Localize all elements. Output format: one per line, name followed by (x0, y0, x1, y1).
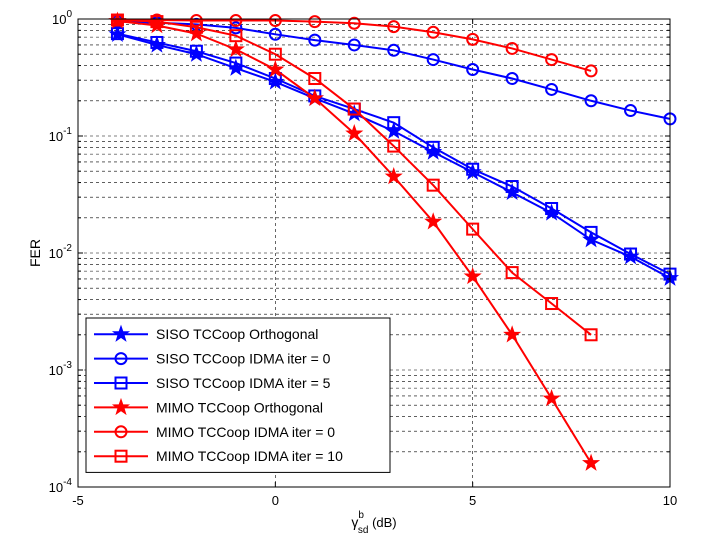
legend-label: MIMO TCCoop IDMA iter = 10 (156, 448, 343, 464)
legend-marker (111, 397, 131, 416)
data-point (229, 29, 243, 43)
data-point (584, 225, 598, 239)
data-point (189, 44, 203, 58)
data-point (505, 266, 519, 280)
x-tick-label: 0 (272, 493, 279, 508)
legend: SISO TCCoop Orthogonal SISO TCCoop IDMA i… (85, 317, 391, 473)
data-point (387, 43, 401, 57)
data-point (347, 102, 361, 116)
data-point (624, 247, 638, 261)
data-point (110, 13, 124, 27)
ticks: -5 0 5 10 100 10-1 10-2 10-3 10-4 (49, 9, 678, 508)
data-point (545, 202, 559, 216)
data-point (150, 15, 164, 29)
data-point (268, 47, 282, 61)
legend-marker (111, 324, 131, 342)
data-point (426, 53, 440, 67)
data-point (426, 25, 440, 39)
legend-entry: SISO TCCoop Orthogonal (94, 324, 318, 342)
legend-entry: MIMO TCCoop IDMA iter = 10 (94, 448, 343, 464)
data-point (545, 297, 559, 311)
x-tick-label: 10 (663, 493, 677, 508)
legend-marker (114, 352, 128, 366)
data-point (505, 180, 519, 194)
data-point (347, 38, 361, 52)
data-point (229, 14, 243, 28)
legend-entry: MIMO TCCoop Orthogonal (94, 397, 323, 416)
data-point (582, 453, 601, 471)
data-point (305, 88, 324, 107)
data-point (426, 178, 440, 192)
legend-label: SISO TCCoop IDMA iter = 0 (156, 351, 331, 367)
y-axis-label: FER (27, 239, 43, 267)
y-tick-label: 10-1 (49, 126, 73, 144)
data-point (545, 82, 559, 96)
legend-marker (114, 425, 128, 439)
data-point (268, 14, 282, 28)
data-point (505, 41, 519, 55)
data-point (387, 20, 401, 34)
data-point (308, 72, 322, 86)
data-point (584, 64, 598, 78)
data-point (545, 53, 559, 67)
axis-labels: γb sd (dB) FER (27, 239, 397, 536)
legend-label: SISO TCCoop Orthogonal (156, 326, 318, 342)
data-point (387, 139, 401, 153)
series-4 (110, 13, 598, 78)
y-tick-label: 10-2 (49, 243, 73, 261)
series-line (117, 19, 592, 336)
x-tick-label: 5 (469, 493, 476, 508)
data-point (150, 35, 164, 49)
data-point (347, 16, 361, 30)
y-tick-label: 10-4 (49, 477, 73, 495)
x-tick-label: -5 (72, 493, 84, 508)
data-point (542, 389, 561, 407)
series-line (117, 32, 671, 276)
data-point (266, 59, 285, 78)
data-point (463, 266, 482, 285)
data-point (503, 325, 522, 343)
data-point (466, 63, 480, 77)
data-point (505, 72, 519, 86)
series-layer (108, 11, 680, 471)
data-point (268, 27, 282, 41)
legend-label: SISO TCCoop IDMA iter = 5 (156, 375, 331, 391)
legend-label: MIMO TCCoop IDMA iter = 0 (156, 424, 335, 440)
series-line (117, 20, 671, 120)
legend-label: MIMO TCCoop Orthogonal (156, 399, 323, 415)
data-point (110, 27, 124, 41)
legend-marker (114, 376, 128, 390)
data-point (308, 33, 322, 47)
data-point (308, 15, 322, 29)
legend-entry: SISO TCCoop IDMA iter = 5 (94, 375, 331, 391)
data-point (189, 14, 203, 28)
legend-box (85, 317, 391, 473)
series-line (117, 19, 592, 72)
y-tick-label: 100 (52, 9, 72, 27)
data-point (584, 328, 598, 342)
data-point (189, 20, 203, 34)
data-point (466, 162, 480, 176)
data-point (424, 212, 443, 230)
x-axis-label: γb sd (dB) (351, 510, 396, 536)
data-point (229, 56, 243, 70)
data-point (584, 94, 598, 108)
data-point (466, 32, 480, 46)
legend-entry: SISO TCCoop IDMA iter = 0 (94, 351, 331, 367)
data-point (384, 167, 403, 185)
legend-entry: MIMO TCCoop IDMA iter = 0 (94, 424, 335, 440)
series-5 (110, 13, 598, 342)
data-point (466, 222, 480, 236)
data-point (229, 21, 243, 35)
data-point (226, 39, 245, 58)
data-point (345, 123, 364, 142)
data-point (426, 140, 440, 154)
data-point (624, 104, 638, 118)
legend-marker (114, 449, 128, 463)
data-point (387, 116, 401, 130)
y-tick-label: 10-3 (49, 360, 73, 378)
